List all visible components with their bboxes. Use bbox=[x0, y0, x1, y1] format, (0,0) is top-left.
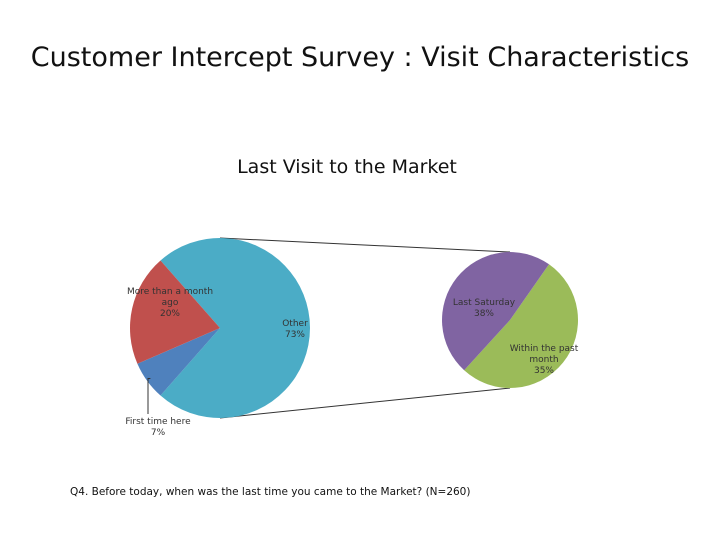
leader-line-first-time-here bbox=[147, 378, 151, 414]
slice-last-saturday bbox=[464, 264, 579, 389]
data-label-more-than-a-month-ago: More than a month ago 20% bbox=[127, 287, 213, 319]
data-label-last-saturday: Last Saturday 38% bbox=[453, 298, 516, 319]
slice-other bbox=[160, 238, 310, 419]
slice-within-the-past-month bbox=[442, 252, 549, 371]
slice-first-time-here bbox=[137, 328, 220, 396]
chart-title: Last Visit to the Market bbox=[237, 156, 457, 178]
data-label-within-the-past-month: Within the past month 35% bbox=[510, 344, 579, 376]
data-label-other: Other 73% bbox=[282, 319, 308, 340]
data-label-first-time-here: First time here 7% bbox=[125, 417, 191, 438]
question-footnote: Q4. Before today, when was the last time… bbox=[70, 486, 471, 498]
connector-line-top bbox=[219, 237, 511, 253]
slide-title: Customer Intercept Survey : Visit Charac… bbox=[30, 42, 690, 73]
connector-line-bottom bbox=[219, 387, 511, 419]
slice-more-than-a-month-ago bbox=[129, 260, 220, 364]
